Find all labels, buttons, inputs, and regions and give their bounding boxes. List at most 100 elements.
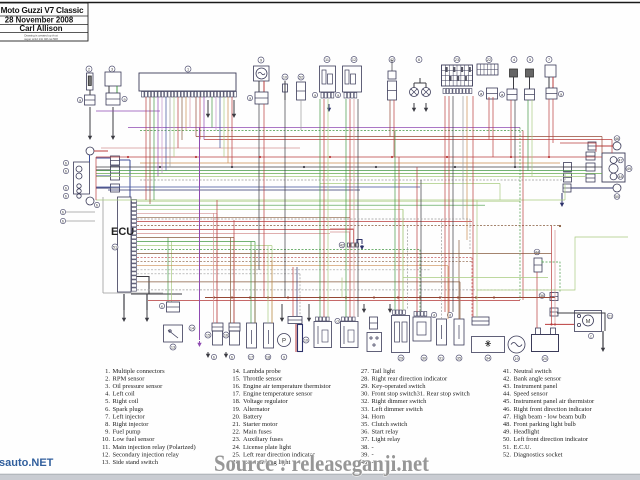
svg-text:Start relay: Start relay [372, 429, 400, 436]
svg-text:Left rear direction indicator: Left rear direction indicator [243, 451, 316, 458]
svg-text:6: 6 [418, 58, 420, 62]
svg-text:Bank angle sensor: Bank angle sensor [514, 375, 562, 382]
svg-text:e: e [161, 305, 163, 309]
svg-text:9: 9 [260, 59, 262, 63]
svg-text:18: 18 [266, 356, 270, 360]
svg-text:Left coil: Left coil [113, 391, 135, 398]
svg-text:3.: 3. [105, 383, 110, 390]
svg-text:Key-operated switch: Key-operated switch [372, 383, 427, 390]
svg-text:4: 4 [513, 58, 515, 62]
svg-text:43.: 43. [503, 383, 512, 390]
svg-text:Light relay: Light relay [372, 436, 401, 443]
svg-text:11: 11 [325, 58, 329, 62]
svg-text:23: 23 [455, 58, 459, 62]
svg-text:a: a [337, 94, 340, 98]
svg-text:23.: 23. [232, 436, 241, 443]
svg-text:Left front direction indicator: Left front direction indicator [514, 436, 589, 443]
svg-text:24.: 24. [232, 444, 241, 451]
svg-text:25.: 25. [232, 451, 241, 458]
svg-text:14.: 14. [232, 368, 241, 375]
svg-text:33.: 33. [361, 406, 370, 413]
svg-text:10.: 10. [102, 436, 111, 443]
svg-text:21.: 21. [232, 421, 241, 428]
svg-text:10: 10 [304, 339, 308, 343]
svg-text:RPM sensor: RPM sensor [113, 375, 146, 382]
svg-text:Front stop switch31. Rear stop: Front stop switch31. Rear stop switch [372, 391, 471, 398]
svg-text:b: b [65, 187, 67, 191]
svg-text:4.: 4. [105, 391, 110, 398]
svg-text:50.: 50. [503, 436, 512, 443]
svg-text:1: 1 [187, 68, 189, 72]
svg-text:35.: 35. [361, 421, 370, 428]
svg-text:18.: 18. [232, 398, 241, 405]
svg-text:46: 46 [615, 137, 619, 141]
svg-text:45.: 45. [503, 398, 512, 405]
svg-text:Starter motor: Starter motor [243, 421, 278, 428]
svg-text:30.: 30. [361, 391, 370, 398]
svg-text:super w/12 13c 02f cat 508: super w/12 13c 02f cat 508 [24, 37, 58, 41]
svg-text:Right injector: Right injector [113, 421, 150, 428]
svg-text:13: 13 [171, 346, 175, 350]
svg-text:Engine air temperature thermis: Engine air temperature thermistor [243, 383, 332, 390]
svg-text:b: b [65, 170, 67, 174]
svg-text:42: 42 [340, 244, 344, 248]
svg-text:Carl Allison: Carl Allison [19, 24, 62, 33]
svg-text:39.: 39. [361, 451, 370, 458]
svg-text:19: 19 [514, 357, 518, 361]
svg-text:b: b [213, 356, 215, 360]
svg-text:-: - [372, 459, 374, 466]
svg-text:ECU: ECU [111, 226, 134, 238]
svg-text:48: 48 [618, 175, 622, 179]
svg-text:Oil pressure sensor: Oil pressure sensor [113, 383, 164, 390]
svg-text:Tail light: Tail light [372, 368, 396, 375]
svg-text:Multiple connectors: Multiple connectors [113, 368, 166, 375]
svg-text:b: b [231, 356, 233, 360]
svg-text:Battery: Battery [243, 413, 263, 420]
svg-text:15: 15 [206, 334, 210, 338]
svg-text:High beam - low beam bulb: High beam - low beam bulb [514, 413, 587, 420]
svg-text:22.: 22. [232, 429, 241, 436]
svg-text:c: c [590, 335, 592, 339]
svg-text:Auxiliary fuses: Auxiliary fuses [243, 436, 283, 443]
svg-text:49: 49 [627, 167, 631, 171]
svg-text:1.: 1. [105, 368, 110, 375]
svg-text:26.: 26. [232, 459, 241, 466]
svg-text:17: 17 [249, 356, 253, 360]
svg-text:46.: 46. [503, 406, 512, 413]
svg-text:36.: 36. [361, 429, 370, 436]
svg-text:Neutral switch: Neutral switch [514, 368, 553, 375]
svg-text:Instrument panel air thermisto: Instrument panel air thermistor [514, 398, 596, 405]
svg-text:9: 9 [283, 356, 285, 360]
svg-text:44: 44 [535, 251, 539, 255]
svg-text:Headlight: Headlight [514, 429, 540, 436]
svg-text:49.: 49. [503, 429, 512, 436]
svg-text:2: 2 [88, 68, 90, 72]
svg-text:Fuel pump: Fuel pump [113, 429, 141, 436]
svg-text:License plate light: License plate light [243, 444, 291, 451]
svg-text:10: 10 [283, 76, 287, 80]
svg-text:5: 5 [529, 58, 531, 62]
svg-text:9.: 9. [105, 429, 110, 436]
svg-text:Main fuses: Main fuses [243, 429, 272, 436]
svg-text:Moto Guzzi V7 Classic: Moto Guzzi V7 Classic [1, 6, 84, 15]
svg-text:-: - [372, 451, 374, 458]
svg-text:a: a [249, 97, 252, 101]
svg-text:Instrument panel: Instrument panel [514, 383, 558, 390]
svg-text:b: b [96, 204, 98, 208]
svg-text:Source : releaseganji.net: Source : releaseganji.net [214, 451, 429, 477]
svg-text:Right front direction indicato: Right front direction indicator [514, 406, 593, 413]
svg-text:b: b [62, 211, 64, 215]
svg-text:14: 14 [190, 327, 194, 331]
svg-text:2.: 2. [105, 375, 110, 382]
svg-text:5.: 5. [105, 398, 110, 405]
svg-text:48.: 48. [503, 421, 512, 428]
svg-text:29: 29 [399, 357, 403, 361]
svg-text:35: 35 [457, 357, 461, 361]
svg-text:Diagnostics socket: Diagnostics socket [514, 451, 563, 458]
svg-text:Left injector: Left injector [113, 413, 146, 420]
svg-text:Right dimmer switch: Right dimmer switch [372, 398, 428, 405]
svg-text:15.: 15. [232, 375, 241, 382]
svg-text:13.: 13. [102, 459, 111, 466]
svg-text:Side stand switch: Side stand switch [113, 459, 159, 466]
svg-text:M: M [586, 319, 591, 325]
